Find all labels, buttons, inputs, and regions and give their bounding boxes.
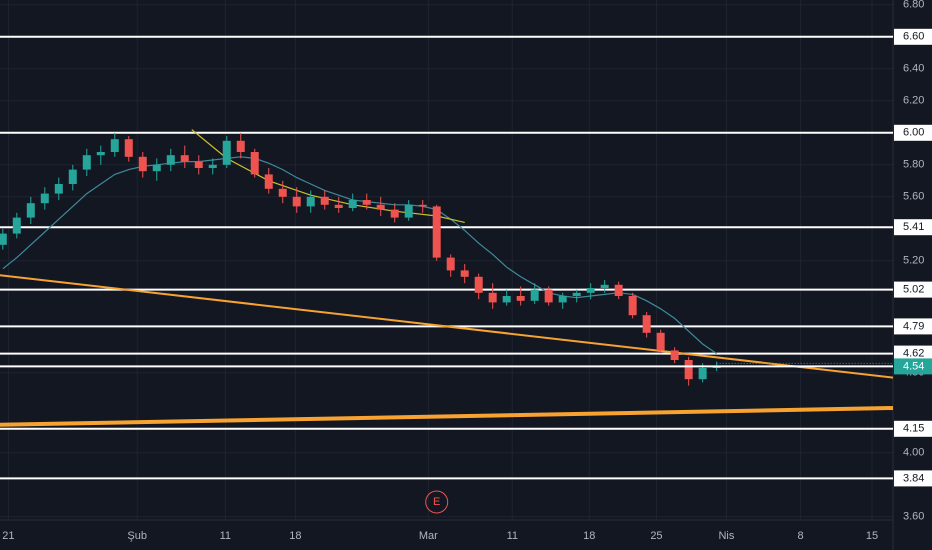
level-label-box <box>894 281 932 298</box>
candle-body <box>222 140 231 165</box>
level-label: 5.02 <box>903 284 924 296</box>
x-tick-label: Şub <box>127 530 147 542</box>
level-label: 4.79 <box>903 320 924 332</box>
candle-body <box>474 276 483 293</box>
y-tick-label: 5.20 <box>903 255 924 267</box>
level-label: 5.41 <box>903 221 924 233</box>
candle-body <box>404 204 413 218</box>
candle-body <box>12 217 21 234</box>
candle-body <box>390 209 399 218</box>
candle-body <box>40 193 49 204</box>
candle-body <box>418 204 427 207</box>
level-label-box <box>894 420 932 437</box>
level-label: 6.60 <box>903 31 924 43</box>
y-tick-label: 4.00 <box>903 447 924 459</box>
trendline <box>0 274 894 379</box>
curve <box>191 129 465 223</box>
candle-body <box>278 188 287 197</box>
level-label-box <box>894 318 932 335</box>
candle-body <box>586 288 595 293</box>
candle-body <box>68 169 77 184</box>
candle-body <box>194 161 203 168</box>
moving-average <box>2 156 717 355</box>
candle-body <box>250 152 259 175</box>
x-tick-label: Nis <box>718 530 734 542</box>
candle-body <box>152 164 161 172</box>
candle-body <box>292 196 301 207</box>
candle-body <box>180 155 189 162</box>
candle-body <box>110 139 119 152</box>
candle-body <box>446 257 455 271</box>
candle-body <box>348 200 357 208</box>
candle-body <box>488 292 497 303</box>
candle-body <box>558 296 567 303</box>
level-label: 3.84 <box>903 472 924 484</box>
y-tick-label: 3.60 <box>903 511 924 523</box>
candle-body <box>614 284 623 296</box>
level-label: 4.62 <box>903 348 924 360</box>
candle-body <box>530 289 539 301</box>
candle-body <box>670 350 679 360</box>
candle-body <box>516 296 525 301</box>
candle-body <box>572 292 581 296</box>
level-label: 6.00 <box>903 127 924 139</box>
candle-body <box>96 152 105 156</box>
x-tick-label: 21 <box>2 530 14 542</box>
event-label: E <box>433 496 440 508</box>
candle-body <box>166 155 175 165</box>
candle-body <box>334 204 343 208</box>
candle-body <box>376 204 385 210</box>
candle-body <box>642 315 651 333</box>
candle-body <box>684 360 693 380</box>
x-tick-label: 15 <box>866 530 878 542</box>
candle-body <box>432 206 441 258</box>
candle-body <box>82 155 91 170</box>
candle-body <box>320 196 329 205</box>
last-price-box <box>894 358 932 375</box>
candle-body <box>628 296 637 316</box>
candle-body <box>656 332 665 351</box>
candle-body <box>698 368 707 380</box>
candle-body <box>26 203 35 218</box>
event-marker <box>425 490 449 514</box>
candle-body <box>0 233 7 245</box>
candle-body <box>124 139 133 157</box>
candle-body <box>138 156 147 172</box>
x-tick-label: 11 <box>220 530 231 542</box>
y-tick-label: 5.60 <box>903 191 924 203</box>
x-tick-label: Mar <box>419 530 438 542</box>
candle-body <box>264 174 273 189</box>
candle-body <box>502 296 511 303</box>
level-label: 4.15 <box>903 423 924 435</box>
x-tick-label: 18 <box>289 530 301 542</box>
x-tick-label: 18 <box>583 530 595 542</box>
level-label-box <box>894 28 932 45</box>
level-label-box <box>894 124 932 141</box>
trendline <box>0 406 894 427</box>
candle-body <box>306 196 315 207</box>
x-tick-label: 8 <box>798 530 804 542</box>
x-tick-label: 11 <box>507 530 518 542</box>
y-tick-label: 6.40 <box>903 63 924 75</box>
x-tick-label: 25 <box>650 530 662 542</box>
last-price-label: 4.54 <box>903 360 924 372</box>
y-tick-label: 6.80 <box>903 0 924 11</box>
candle-body <box>208 164 217 168</box>
y-tick-label: 6.20 <box>903 95 924 107</box>
candle-body <box>544 289 553 303</box>
level-label-box <box>894 470 932 487</box>
y-tick-label: 5.80 <box>903 159 924 171</box>
candle-body <box>460 270 469 277</box>
candle-body <box>600 284 609 288</box>
candle-body <box>236 140 245 152</box>
level-label-box <box>894 345 932 362</box>
level-label-box <box>894 219 932 236</box>
candle-body <box>362 200 371 205</box>
candle-body <box>54 184 63 194</box>
